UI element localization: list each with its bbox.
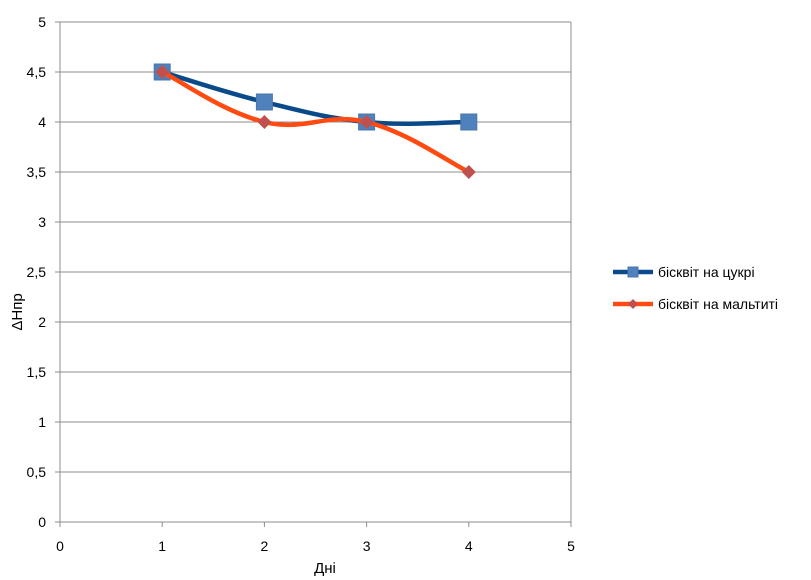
x-tick-label: 3	[363, 538, 371, 554]
data-point	[359, 115, 374, 129]
x-axis-title: Дні	[314, 560, 336, 577]
data-point	[461, 165, 476, 179]
y-tick-label: 3,5	[27, 164, 47, 180]
y-tick-label: 3	[38, 214, 46, 230]
legend-item: бісквіт на цукрі	[613, 264, 755, 280]
series-line	[159, 69, 472, 175]
y-tick-label: 5	[38, 14, 46, 30]
legend-marker	[627, 266, 639, 278]
y-tick-label: 2,5	[27, 264, 47, 280]
y-tick-label: 0,5	[27, 464, 47, 480]
legend-marker	[628, 299, 638, 309]
y-tick-label: 2	[38, 314, 46, 330]
y-tick-label: 4,5	[27, 64, 47, 80]
series-line	[159, 69, 472, 127]
y-axis-ticks: 0 0,5 1 1,5 2 2,5 3 3,5 4 4,5 5	[27, 14, 60, 530]
x-tick-label: 0	[56, 538, 64, 554]
x-tick-label: 2	[261, 538, 269, 554]
x-tick-label: 4	[465, 538, 473, 554]
y-tick-label: 1,5	[27, 364, 47, 380]
y-tick-label: 1	[38, 414, 46, 430]
x-axis-ticks: 0 1 2 3 4 5	[56, 522, 575, 554]
legend: бісквіт на цукрі бісквіт на мальтиті	[613, 264, 778, 312]
data-point	[460, 113, 478, 131]
data-point	[255, 93, 273, 111]
x-tick-label: 5	[567, 538, 575, 554]
legend-label: бісквіт на мальтиті	[658, 296, 778, 312]
series-2	[155, 65, 476, 179]
series-group	[153, 63, 478, 179]
legend-item: бісквіт на мальтиті	[613, 296, 778, 312]
y-tick-label: 4	[38, 114, 46, 130]
y-tick-label: 0	[38, 514, 46, 530]
x-tick-label: 1	[158, 538, 166, 554]
gridlines	[60, 21, 571, 473]
y-axis-title: ΔHпр	[9, 293, 26, 330]
data-point	[155, 65, 170, 79]
legend-label: бісквіт на цукрі	[658, 264, 755, 280]
data-point	[257, 115, 272, 129]
